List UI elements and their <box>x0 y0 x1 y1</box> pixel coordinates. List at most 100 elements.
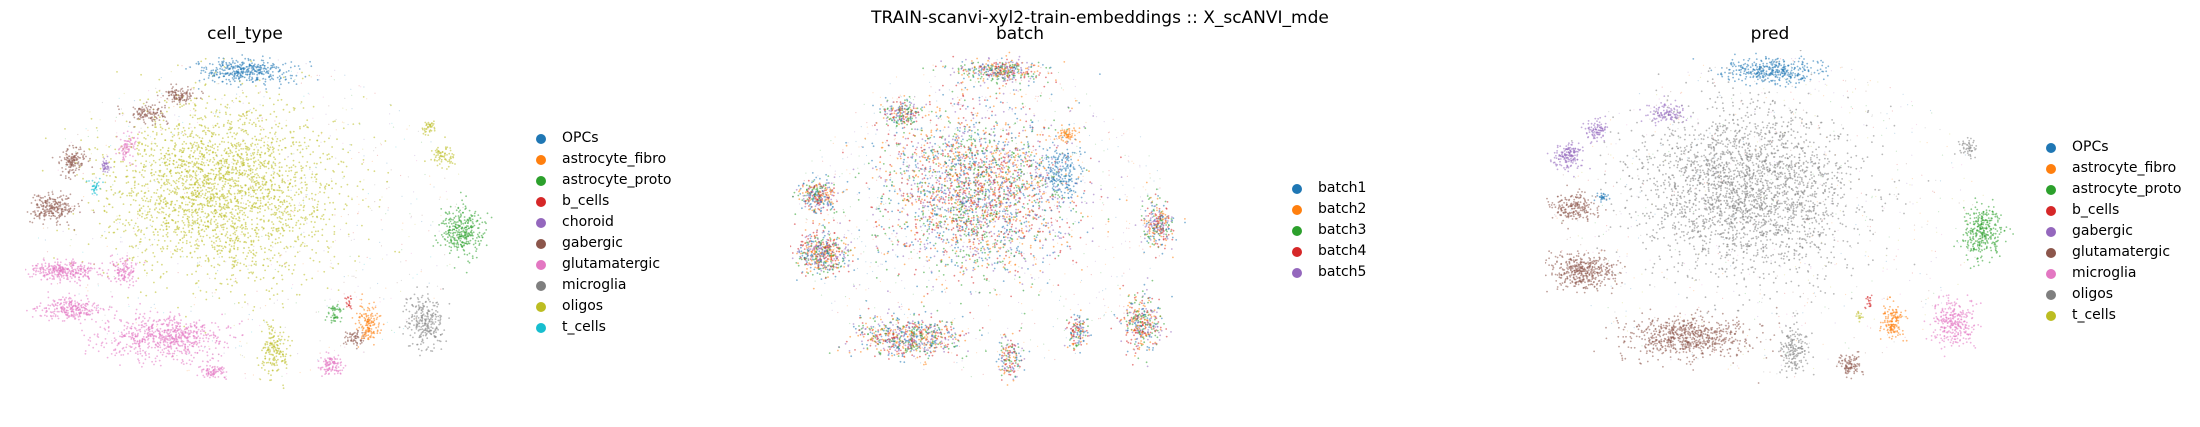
data-point <box>204 194 207 197</box>
cluster-glutamatergic-3 <box>25 258 112 287</box>
data-point <box>234 179 237 182</box>
data-point <box>185 174 188 177</box>
data-point <box>85 294 88 297</box>
data-point <box>196 222 199 225</box>
data-point <box>168 350 171 353</box>
data-point <box>68 302 71 305</box>
data-point <box>158 90 161 92</box>
data-point <box>272 103 275 106</box>
data-point <box>170 256 173 259</box>
data-point <box>302 263 304 265</box>
data-point <box>240 128 242 130</box>
data-point <box>330 259 332 261</box>
data-point <box>88 148 91 151</box>
data-point <box>269 257 271 259</box>
data-point <box>196 352 199 354</box>
data-point <box>93 263 96 265</box>
data-point <box>381 338 383 340</box>
data-point <box>56 304 59 307</box>
data-point <box>444 177 446 179</box>
data-point <box>231 217 234 219</box>
data-point <box>311 171 314 173</box>
data-point <box>273 254 276 256</box>
data-point <box>158 158 161 161</box>
data-point <box>67 309 69 312</box>
data-point <box>203 78 206 81</box>
data-point <box>238 169 241 171</box>
data-point <box>238 114 240 116</box>
data-point <box>137 210 139 213</box>
data-point <box>228 243 231 246</box>
data-point <box>201 204 204 207</box>
data-point <box>138 345 140 348</box>
data-point <box>253 148 256 151</box>
data-point <box>88 344 90 347</box>
data-point <box>308 93 310 95</box>
data-point <box>75 151 77 153</box>
data-point <box>201 350 204 352</box>
data-point <box>223 162 226 164</box>
data-point <box>125 135 128 137</box>
data-point <box>206 234 208 237</box>
data-point <box>69 270 71 273</box>
data-point <box>83 307 86 309</box>
data-point <box>70 310 73 313</box>
data-point <box>236 66 239 68</box>
data-point <box>240 202 242 204</box>
data-point <box>180 329 183 332</box>
data-point <box>380 219 382 221</box>
data-point <box>66 306 69 309</box>
data-point <box>195 170 198 172</box>
data-point <box>333 349 336 352</box>
data-point <box>281 181 284 184</box>
data-point <box>278 204 280 207</box>
data-point <box>250 271 253 274</box>
data-point <box>208 190 211 193</box>
data-point <box>232 260 234 263</box>
data-point <box>166 158 169 161</box>
data-point <box>133 100 136 102</box>
data-point <box>159 247 162 250</box>
data-point <box>232 214 234 216</box>
data-point <box>237 180 240 183</box>
data-point <box>244 129 247 132</box>
data-point <box>303 202 305 204</box>
data-point <box>276 216 279 219</box>
data-point <box>345 222 348 225</box>
data-point <box>51 275 54 277</box>
data-point <box>233 192 236 195</box>
data-point <box>259 104 261 106</box>
data-point <box>288 226 291 229</box>
data-point <box>207 204 209 207</box>
data-point <box>254 123 257 126</box>
data-point <box>182 334 185 337</box>
data-point <box>321 234 324 237</box>
data-point <box>175 325 177 327</box>
data-point <box>311 197 313 200</box>
data-point <box>223 215 226 218</box>
data-point <box>159 364 162 367</box>
data-point <box>86 313 89 316</box>
data-point <box>247 133 249 136</box>
data-point <box>176 349 179 352</box>
data-point <box>232 180 235 183</box>
data-point <box>61 320 64 322</box>
data-point <box>174 209 177 211</box>
data-point <box>233 197 236 200</box>
data-point <box>53 312 56 315</box>
data-point <box>267 145 270 147</box>
data-point <box>231 144 233 147</box>
data-point <box>421 220 423 223</box>
data-point <box>237 237 240 240</box>
data-point <box>260 162 262 164</box>
data-point <box>234 182 237 185</box>
data-point <box>216 149 219 151</box>
data-point <box>312 181 314 183</box>
data-point <box>360 86 362 88</box>
data-point <box>241 213 244 216</box>
data-point <box>438 230 440 232</box>
data-point <box>234 233 237 236</box>
data-point <box>233 77 236 79</box>
data-point <box>177 242 180 244</box>
data-point <box>234 65 237 67</box>
